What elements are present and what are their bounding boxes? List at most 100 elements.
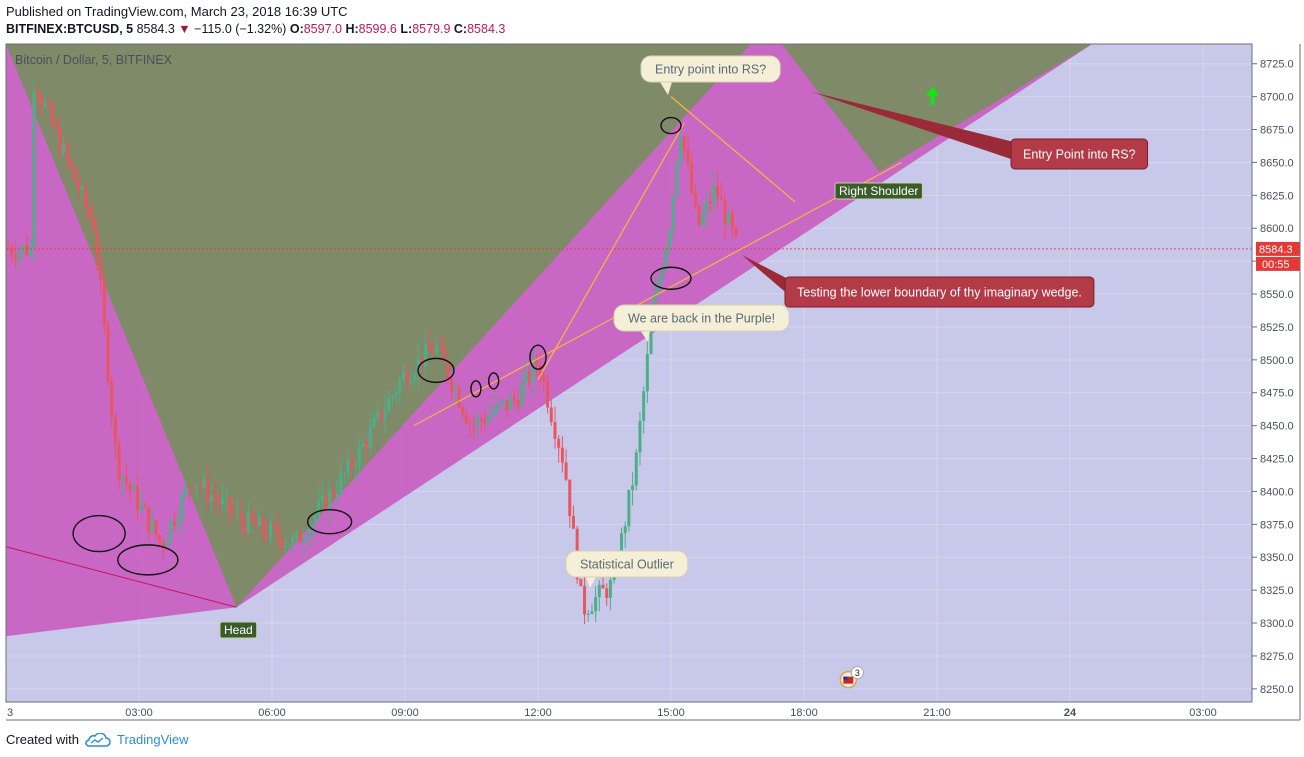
tradingview-link[interactable]: TradingView — [85, 732, 189, 747]
candle-body — [25, 245, 29, 256]
x-tick-label: 03:00 — [1189, 707, 1217, 719]
y-tick-label: 8675.0 — [1260, 125, 1294, 137]
y-tick-label: 8300.0 — [1260, 618, 1294, 630]
candle-body — [99, 257, 103, 281]
candle-body — [623, 526, 627, 534]
candle-body — [494, 404, 498, 414]
candle-body — [549, 407, 553, 423]
candle-body — [254, 520, 258, 526]
hand-circle — [529, 344, 547, 370]
candle-body — [512, 397, 516, 401]
candle-body — [427, 343, 431, 351]
candle-body — [560, 447, 564, 463]
callout-pointer — [742, 255, 790, 296]
candle-body — [368, 427, 372, 449]
candle-body — [376, 411, 380, 419]
candle-body — [65, 143, 69, 160]
candle-body — [686, 149, 690, 164]
candle-body — [597, 584, 601, 598]
candle-body — [51, 105, 55, 125]
candle-body — [601, 584, 605, 589]
low-value: 8579.9 — [412, 22, 451, 36]
last-price-tag — [1256, 241, 1300, 256]
candle-body — [424, 343, 428, 367]
y-tick-label: 8475.0 — [1260, 388, 1294, 400]
candle-body — [202, 479, 206, 487]
candle-body — [128, 483, 132, 490]
open-label: O: — [289, 22, 304, 36]
candle-body — [564, 462, 568, 480]
candle-body — [280, 538, 284, 549]
candle-body — [62, 143, 66, 154]
candle-body — [298, 531, 302, 543]
candle-body — [180, 494, 184, 520]
green-up-arrow-icon — [925, 86, 940, 97]
y-tick-label: 8250.0 — [1260, 684, 1294, 696]
candle-body — [405, 371, 409, 383]
candle-body — [265, 532, 269, 538]
candle-body — [734, 228, 738, 235]
y-tick-label: 8725.0 — [1260, 59, 1294, 71]
annotation-entry-point-top: Entry point into RS? — [655, 62, 766, 76]
annotation-lower-boundary-box — [784, 276, 1095, 308]
candle-body — [39, 98, 43, 106]
candle-body — [468, 423, 472, 425]
candle-body — [708, 201, 712, 204]
candle-body — [291, 537, 295, 546]
annotation-right-shoulder: Right Shoulder — [839, 184, 918, 198]
candle-body — [124, 477, 128, 484]
candle-body — [413, 374, 417, 380]
candle-body — [217, 499, 221, 504]
wedge-descending-trendline — [670, 96, 796, 203]
candle-body — [95, 230, 99, 258]
callout-pointer — [640, 330, 650, 342]
tradingview-cloud-icon — [85, 732, 111, 747]
candle-body — [538, 364, 542, 377]
candle-body — [187, 487, 191, 489]
candle-body — [313, 515, 317, 525]
candle-body — [520, 384, 524, 407]
candle-body — [324, 495, 328, 511]
candle-body — [228, 496, 232, 514]
candle-body — [450, 379, 454, 392]
candle-body — [697, 205, 701, 226]
candle-body — [76, 180, 80, 191]
candle-body — [730, 213, 734, 229]
x-tick-label: 09:00 — [391, 707, 419, 719]
candle-body — [357, 446, 361, 468]
candle-body — [294, 531, 298, 538]
candle-body — [257, 517, 261, 526]
candle-body — [523, 371, 527, 385]
candle-body — [269, 523, 273, 538]
candle-body — [147, 507, 151, 532]
candle-body — [505, 400, 509, 410]
candle-body — [379, 411, 383, 421]
countdown-tag — [1256, 256, 1300, 271]
x-tick-label: 15:00 — [657, 707, 685, 719]
candle-body — [546, 381, 550, 408]
candle-body — [346, 459, 350, 474]
y-tick-label: 8375.0 — [1260, 519, 1294, 531]
candle-body — [716, 186, 720, 198]
candle-body — [172, 520, 176, 526]
candle-body — [21, 245, 25, 252]
x-tick-label: 03:00 — [125, 707, 153, 719]
candle-body — [542, 376, 546, 382]
candle-body — [553, 422, 557, 439]
candle-body — [727, 213, 731, 225]
created-with-text: Created with — [6, 732, 79, 747]
candle-body — [80, 186, 84, 191]
candle-body — [243, 521, 247, 533]
candle-body — [136, 486, 140, 511]
candle-body — [464, 414, 468, 424]
candle-body — [498, 403, 502, 405]
candle-body — [627, 489, 631, 527]
candle-body — [36, 91, 40, 99]
annotation-statistical-outlier-box — [565, 550, 689, 578]
candle-body — [605, 588, 609, 598]
candle-body — [47, 103, 51, 106]
candle-body — [535, 359, 539, 365]
candle-body — [32, 91, 36, 248]
candle-body — [287, 545, 291, 547]
